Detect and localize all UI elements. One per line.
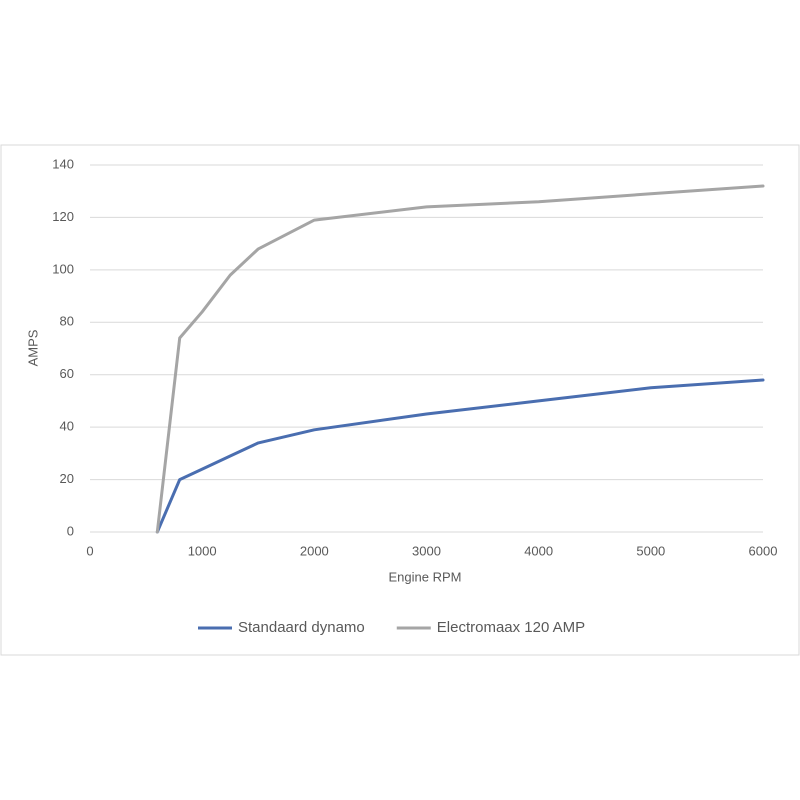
y-tick-label: 20 [60, 471, 74, 486]
y-axis-label: AMPS [25, 329, 40, 366]
legend-label: Standaard dynamo [238, 619, 365, 636]
chart-frame [0, 144, 800, 656]
y-tick-label: 40 [60, 419, 74, 434]
x-tick-label: 2000 [300, 543, 329, 558]
y-tick-label: 120 [52, 209, 74, 224]
x-tick-label: 0 [86, 543, 93, 558]
y-tick-label: 80 [60, 314, 74, 329]
legend-label: Electromaax 120 AMP [437, 619, 585, 636]
y-tick-label: 140 [52, 156, 74, 171]
series-line [155, 184, 765, 534]
x-tick-label: 5000 [636, 543, 665, 558]
series-line [155, 378, 765, 534]
y-tick-label: 0 [67, 523, 74, 538]
y-tick-label: 100 [52, 261, 74, 276]
x-tick-label: 1000 [188, 543, 217, 558]
x-axis-label: Engine RPM [389, 569, 462, 584]
y-tick-label: 60 [60, 366, 74, 381]
x-tick-label: 3000 [412, 543, 441, 558]
x-tick-label: 6000 [749, 543, 778, 558]
x-tick-label: 4000 [524, 543, 553, 558]
